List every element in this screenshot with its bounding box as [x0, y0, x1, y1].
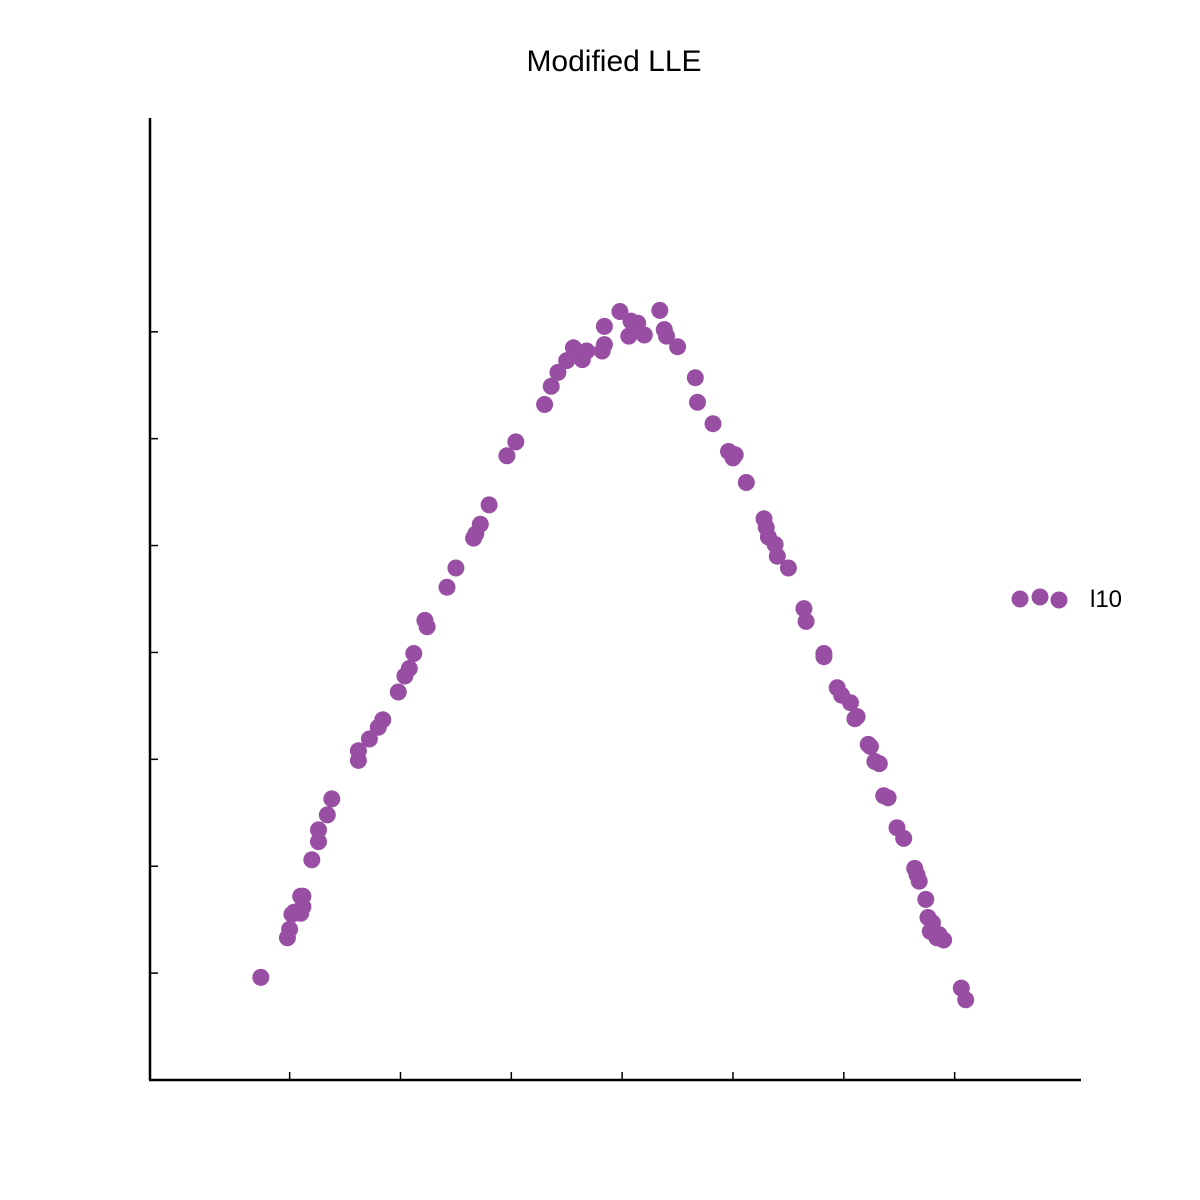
- data-point: [498, 447, 516, 465]
- data-point: [768, 547, 786, 565]
- data-point: [669, 338, 687, 356]
- data-point: [935, 931, 953, 949]
- data-point: [310, 833, 327, 851]
- data-point: [558, 352, 576, 370]
- data-points: [252, 301, 975, 1009]
- axis-ticks: [150, 331, 956, 1080]
- data-point: [737, 474, 755, 491]
- data-point: [848, 708, 866, 726]
- data-point: [651, 301, 669, 319]
- data-point: [704, 415, 722, 433]
- data-point: [360, 730, 378, 748]
- data-point: [374, 711, 392, 729]
- data-point: [310, 821, 327, 839]
- data-point: [689, 393, 706, 411]
- data-point: [507, 433, 525, 451]
- data-point: [252, 968, 270, 986]
- data-point: [578, 342, 596, 360]
- data-point: [957, 991, 975, 1009]
- chart-title: Modified LLE: [526, 45, 701, 78]
- data-point: [389, 683, 407, 701]
- data-point: [281, 920, 299, 938]
- data-point: [542, 377, 560, 395]
- data-point: [620, 327, 638, 345]
- data-point: [797, 612, 815, 630]
- data-point: [318, 806, 336, 824]
- data-point: [323, 790, 341, 808]
- legend-marker: [1011, 590, 1029, 608]
- legend-marker: [1031, 588, 1049, 606]
- data-point: [658, 327, 675, 345]
- data-point: [917, 890, 935, 908]
- data-point: [536, 396, 554, 413]
- data-point: [910, 872, 928, 890]
- data-point: [611, 303, 629, 320]
- data-point: [418, 618, 436, 636]
- data-point: [405, 645, 423, 662]
- data-point: [795, 600, 813, 618]
- data-point: [438, 578, 456, 596]
- data-point: [779, 559, 797, 577]
- data-point: [879, 789, 897, 807]
- legend-marker: [1050, 591, 1068, 609]
- data-point: [471, 515, 489, 533]
- data-point: [447, 559, 465, 577]
- data-point: [303, 851, 321, 869]
- data-point: [595, 317, 613, 335]
- legend-label: l10: [1090, 586, 1122, 613]
- data-point: [349, 742, 367, 760]
- data-point: [686, 369, 704, 387]
- data-point: [842, 694, 859, 712]
- data-point: [595, 336, 613, 354]
- data-point: [635, 326, 653, 344]
- data-point: [726, 446, 744, 464]
- legend: l10: [1011, 586, 1122, 613]
- data-point: [895, 829, 913, 847]
- data-point: [294, 887, 312, 905]
- data-point: [400, 660, 418, 677]
- data-point: [815, 645, 833, 662]
- data-point: [480, 496, 498, 514]
- data-point: [549, 363, 567, 381]
- data-point: [861, 738, 879, 755]
- data-point: [564, 339, 582, 357]
- data-point: [870, 755, 888, 773]
